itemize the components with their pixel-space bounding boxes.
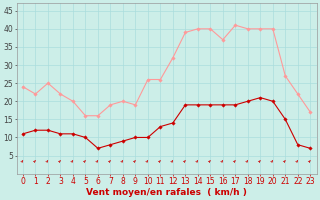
X-axis label: Vent moyen/en rafales  ( km/h ): Vent moyen/en rafales ( km/h ): [86, 188, 247, 197]
